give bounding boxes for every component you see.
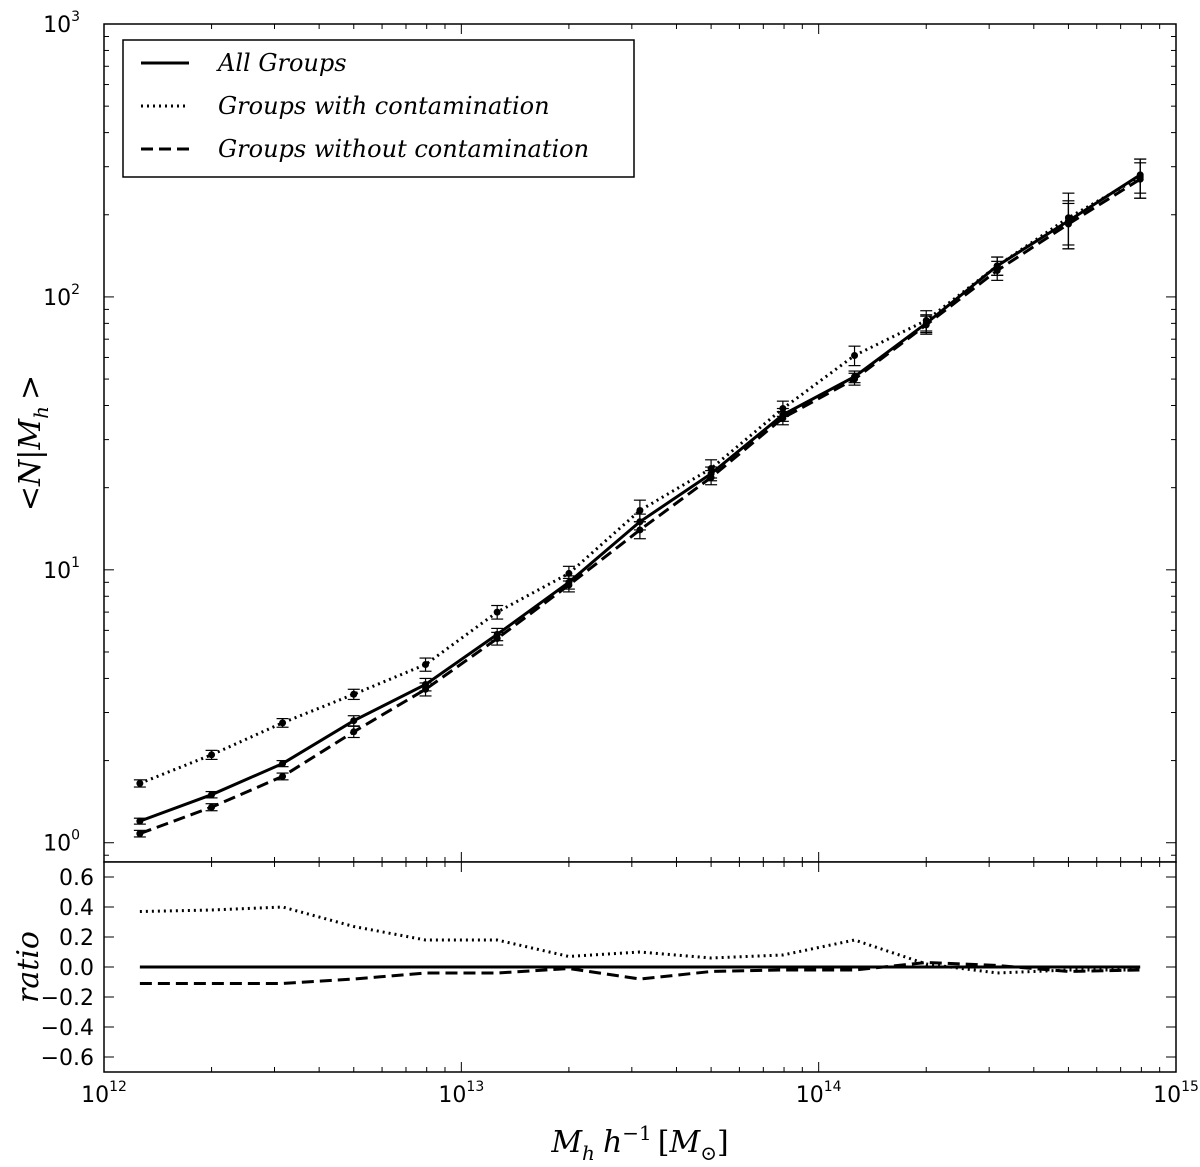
- x-tick-exponent: 14: [824, 1079, 842, 1095]
- x-tick-base: 10: [81, 1083, 109, 1108]
- x-tick-label: 1012: [81, 1079, 127, 1108]
- data-point: [851, 351, 859, 359]
- data-point: [707, 473, 715, 481]
- x-tick-base: 10: [438, 1083, 466, 1108]
- data-point: [208, 751, 216, 759]
- y-tick-base: 10: [43, 13, 71, 38]
- data-point: [565, 581, 573, 589]
- data-point: [136, 830, 144, 838]
- data-point: [565, 569, 573, 577]
- xlabel-m: M: [550, 1125, 583, 1160]
- data-point: [636, 506, 644, 514]
- data-point: [136, 779, 144, 787]
- xlabel-h-sup: −1: [622, 1121, 651, 1145]
- data-point: [208, 791, 216, 799]
- bottom-y-tick-label: 0.4: [59, 896, 94, 921]
- bottom-y-tick-label: 0.2: [59, 926, 94, 951]
- ylabel-bar: |: [13, 450, 48, 460]
- bottom-y-axis-title: ratio: [11, 931, 46, 1003]
- bottom-y-tick-label: 0.0: [59, 956, 94, 981]
- data-point: [279, 760, 287, 768]
- data-point: [208, 803, 216, 811]
- top-y-tick-label: 100: [43, 828, 80, 857]
- y-tick-exponent: 2: [71, 282, 80, 298]
- xlabel-close: ]: [717, 1125, 729, 1160]
- top-y-tick-label: 102: [43, 282, 80, 311]
- top-y-tick-label: 103: [43, 9, 80, 38]
- ylabel-n: N: [13, 458, 48, 487]
- ratio-series-line-groups-without-contamination: [139, 960, 1141, 985]
- x-tick-exponent: 13: [466, 1079, 484, 1095]
- data-point: [279, 772, 287, 780]
- ylabel-gt: >: [13, 375, 48, 400]
- y-tick-exponent: 1: [71, 555, 80, 571]
- xlabel-m-sub: h: [582, 1141, 595, 1165]
- data-point: [1136, 175, 1144, 183]
- x-tick-base: 10: [1153, 1083, 1181, 1108]
- bottom-y-tick-label: −0.6: [41, 1046, 94, 1071]
- x-tick-base: 10: [796, 1083, 824, 1108]
- x-tick-exponent: 15: [1181, 1079, 1199, 1095]
- legend-label-all-groups: All Groups: [216, 49, 347, 77]
- ratio-series-line-groups-with-contamination: [139, 905, 1141, 975]
- data-point: [422, 660, 430, 668]
- top-series-line-groups-with-contamination: [139, 175, 1141, 785]
- data-point: [350, 717, 358, 725]
- legend-label-with-contamination: Groups with contamination: [218, 92, 550, 120]
- data-point: [851, 375, 859, 383]
- top-series-line-groups-without-contamination: [139, 177, 1141, 836]
- ylabel-lt: <: [13, 486, 48, 511]
- xlabel-open: [: [658, 1125, 670, 1160]
- data-point: [279, 719, 287, 727]
- data-point: [779, 414, 787, 422]
- bottom-y-tick-label: 0.6: [59, 866, 94, 891]
- legend: All Groups Groups with contamination Gro…: [122, 39, 635, 178]
- x-tick-exponent: 12: [109, 1079, 127, 1095]
- data-point: [993, 266, 1001, 274]
- x-tick-label: 1015: [1153, 1079, 1199, 1108]
- ylabel-m-sub: h: [29, 406, 53, 419]
- data-point: [493, 635, 501, 643]
- x-axis-title: Mh h−1 [M⊙]: [550, 1121, 728, 1165]
- data-point: [779, 405, 787, 413]
- top-y-axis-title: <N|Mh >: [13, 375, 53, 511]
- legend-label-without-contamination: Groups without contamination: [218, 135, 589, 163]
- x-tick-label: 1014: [796, 1079, 842, 1108]
- xlabel-h: h: [603, 1125, 622, 1160]
- data-point: [350, 728, 358, 736]
- xlabel-sun-sub: ⊙: [700, 1141, 717, 1165]
- ticks-layer: [103, 23, 1177, 1072]
- data-point: [922, 321, 930, 329]
- data-point: [422, 685, 430, 693]
- y-tick-base: 10: [43, 286, 71, 311]
- data-point: [493, 608, 501, 616]
- data-point: [636, 526, 644, 534]
- data-point: [136, 817, 144, 825]
- series-layer: [133, 158, 1147, 985]
- tick-labels-layer: 1012 1013 1014 1015100101102103−0.6−0.4−0.2…: [41, 9, 1199, 1108]
- bottom-y-tick-label: −0.4: [41, 1016, 94, 1041]
- data-point: [1064, 220, 1072, 228]
- bottom-y-tick-label: −0.2: [41, 986, 94, 1011]
- data-point: [350, 690, 358, 698]
- ylabel-m: M: [13, 418, 48, 451]
- legend-box: [122, 39, 635, 178]
- y-tick-base: 10: [43, 559, 71, 584]
- top-y-tick-label: 101: [43, 555, 80, 584]
- xlabel-msun: M: [668, 1125, 701, 1160]
- y-tick-exponent: 3: [71, 9, 80, 25]
- x-tick-label: 1013: [438, 1079, 484, 1108]
- y-tick-exponent: 0: [71, 828, 80, 844]
- y-tick-base: 10: [43, 832, 71, 857]
